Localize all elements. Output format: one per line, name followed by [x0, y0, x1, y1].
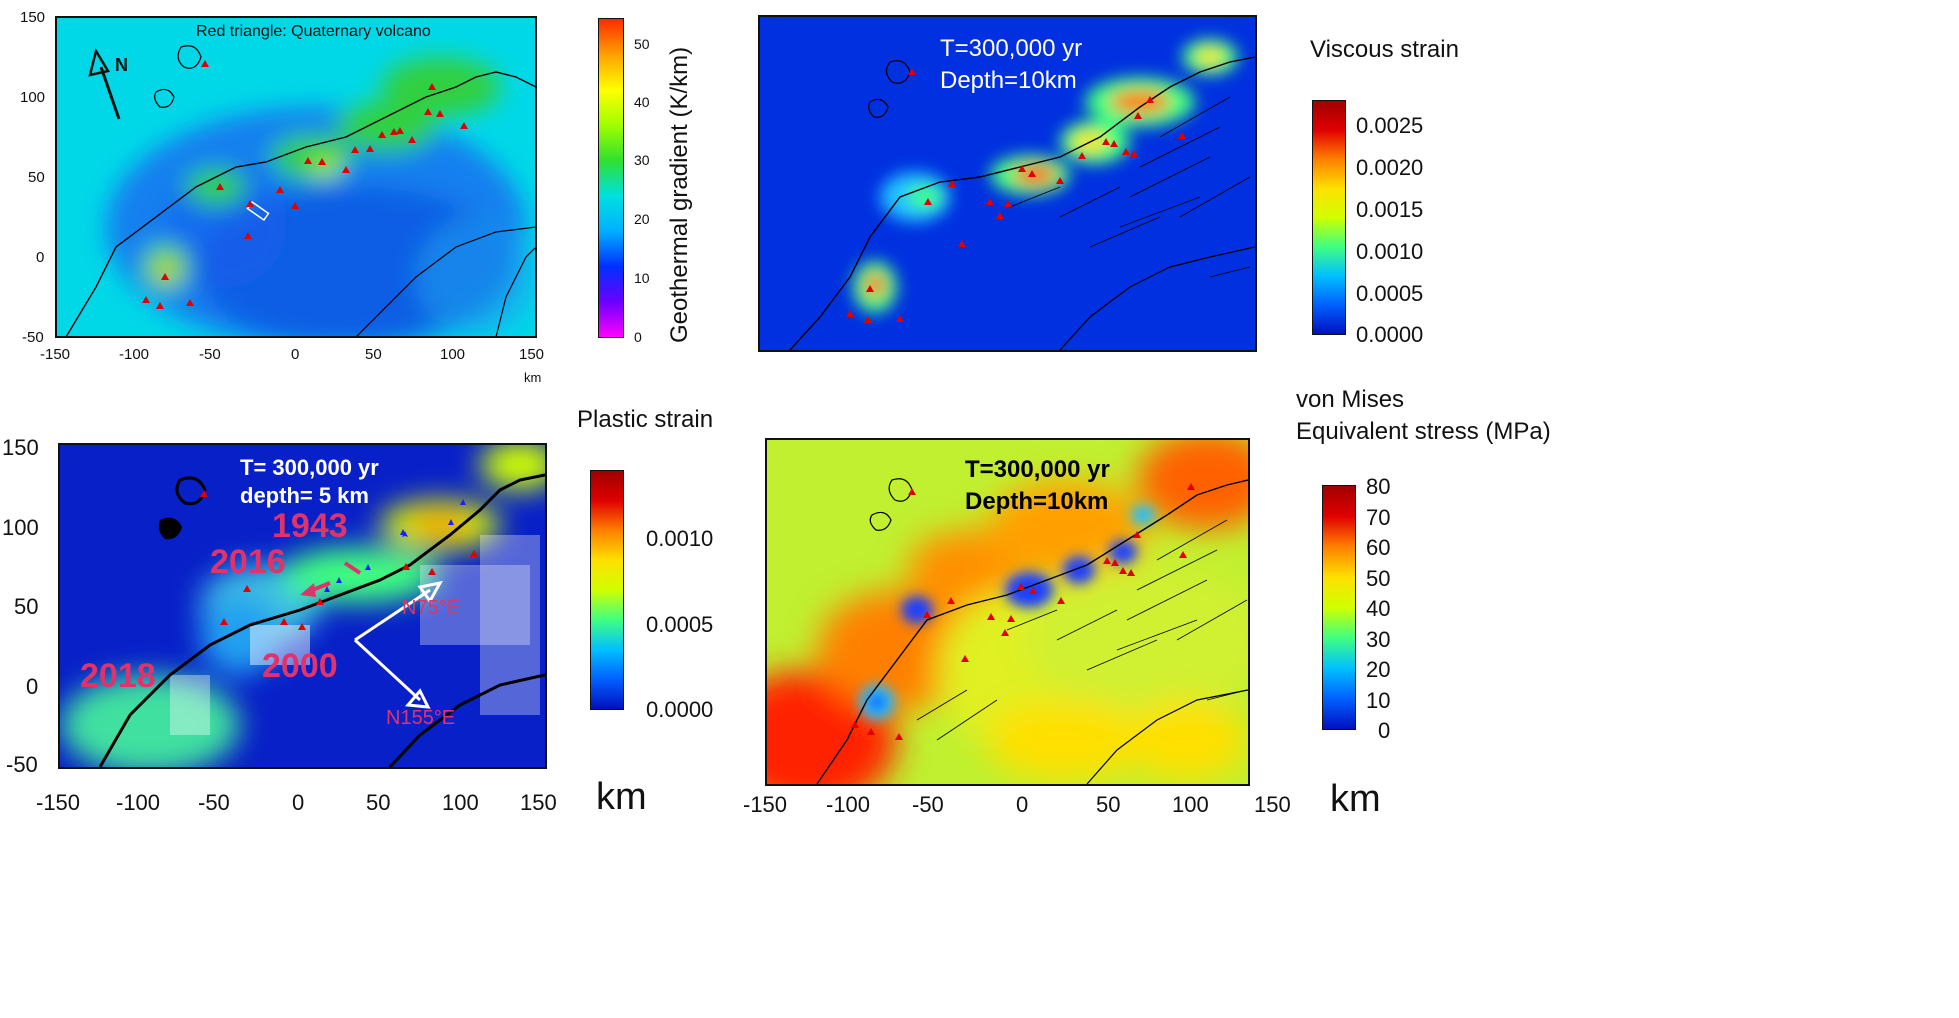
colorbar-tick: 10 — [1366, 688, 1391, 713]
x-tick: 0 — [292, 790, 305, 815]
stress-colorbar-title-line2: Equivalent stress (MPa) — [1296, 418, 1551, 445]
y-tick: 150 — [20, 9, 46, 26]
y-tick: 50 — [28, 169, 45, 186]
x-tick: -50 — [912, 792, 944, 817]
y-tick: 0 — [26, 674, 39, 699]
colorbar-tick: 70 — [1366, 505, 1391, 530]
colorbar-tick: 30 — [634, 152, 650, 168]
colorbar-tick: 40 — [634, 94, 650, 110]
y-tick: 100 — [2, 515, 39, 540]
colorbar-tick: 20 — [634, 211, 650, 227]
colorbar-tick: 20 — [1366, 657, 1391, 682]
colorbar-tick: 0 — [634, 329, 642, 345]
event-1943: 1943 — [272, 507, 348, 545]
stress-colorbar-title-line1: von Mises — [1296, 386, 1405, 413]
stress-time-label: T=300,000 yr — [965, 456, 1110, 483]
x-tick: 50 — [1096, 792, 1121, 817]
y-tick: 150 — [2, 435, 39, 460]
colorbar-tick: 50 — [634, 36, 650, 52]
colorbar-tick: 30 — [1366, 627, 1391, 652]
event-2016: 2016 — [210, 543, 286, 581]
stress-colorbar — [1322, 485, 1356, 730]
x-tick: 0 — [291, 346, 300, 363]
plastic-depth-label: depth= 5 km — [240, 483, 369, 508]
x-tick: -100 — [119, 346, 150, 363]
x-tick: -150 — [743, 792, 788, 817]
y-tick: -50 — [22, 329, 44, 346]
x-tick: -100 — [116, 790, 161, 815]
colorbar-tick: 0.0010 — [646, 526, 714, 551]
colorbar-tick: 60 — [1366, 535, 1391, 560]
von-mises-stress-map: T=300,000 yr Depth=10km — [767, 440, 1248, 784]
colorbar-tick: 0 — [1378, 718, 1391, 743]
x-unit: km — [524, 370, 542, 385]
north-label: N — [115, 55, 128, 75]
x-tick: -100 — [826, 792, 871, 817]
x-tick: -150 — [40, 346, 71, 363]
stress-depth-label: Depth=10km — [965, 488, 1109, 515]
event-2000: 2000 — [262, 647, 338, 685]
x-tick: 100 — [440, 346, 466, 363]
y-tick: 50 — [14, 594, 39, 619]
panel-c-x-unit: km — [596, 776, 647, 818]
von-mises-stress-map-frame — [765, 438, 1250, 786]
x-tick: 100 — [1172, 792, 1209, 817]
event-2018: 2018 — [80, 657, 156, 695]
colorbar-tick: 0.0025 — [1356, 113, 1424, 138]
x-tick: 100 — [442, 790, 479, 815]
colorbar-tick: 0.0005 — [1356, 281, 1424, 306]
x-tick: 50 — [365, 346, 382, 363]
x-tick: 150 — [1254, 792, 1291, 817]
plastic-colorbar — [590, 470, 624, 710]
y-tick: 0 — [36, 249, 45, 266]
x-tick: 0 — [1016, 792, 1029, 817]
plastic-strain-map-frame — [58, 443, 547, 769]
colorbar-tick: 0.0010 — [1356, 239, 1424, 264]
colorbar-tick: 0.0015 — [1356, 197, 1424, 222]
volcano-note: Red triangle: Quaternary volcano — [196, 23, 431, 40]
viscous-depth-label: Depth=10km — [940, 67, 1077, 94]
colorbar-tick: 0.0005 — [646, 612, 714, 637]
geothermal-map-frame — [55, 16, 537, 338]
colorbar-tick: 50 — [1366, 566, 1391, 591]
x-tick: -150 — [36, 790, 81, 815]
viscous-colorbar — [1312, 100, 1346, 335]
plastic-colorbar-title: Plastic strain — [577, 406, 714, 433]
x-tick: 50 — [366, 790, 391, 815]
x-tick: -50 — [199, 346, 221, 363]
viscous-strain-map: T=300,000 yr Depth=10km — [760, 17, 1255, 350]
geothermal-colorbar-title: Geothermal gradient (K/km) — [666, 46, 693, 343]
viscous-time-label: T=300,000 yr — [940, 35, 1083, 62]
colorbar-tick: 40 — [1366, 596, 1391, 621]
plastic-strain-map: T= 300,000 yr depth= 5 km 1943 2016 2000… — [60, 445, 545, 767]
y-tick: 100 — [20, 89, 46, 106]
x-tick: 150 — [520, 790, 557, 815]
colorbar-tick: 10 — [634, 270, 650, 286]
y-tick: -50 — [6, 752, 38, 777]
panel-d-x-unit: km — [1330, 778, 1381, 820]
x-tick: -50 — [198, 790, 230, 815]
plastic-time-label: T= 300,000 yr — [240, 455, 379, 480]
direction-n155e: N155°E — [386, 707, 456, 729]
colorbar-tick: 0.0000 — [646, 697, 714, 722]
colorbar-tick: 0.0020 — [1356, 155, 1424, 180]
direction-n75e: N75°E — [402, 597, 461, 619]
colorbar-tick: 0.0000 — [1356, 322, 1424, 347]
geothermal-colorbar — [598, 18, 624, 338]
colorbar-tick: 80 — [1366, 474, 1391, 499]
geothermal-map: Red triangle: Quaternary volcano N — [56, 17, 536, 337]
x-tick: 150 — [519, 346, 545, 363]
viscous-strain-map-frame — [758, 15, 1257, 352]
viscous-colorbar-title: Viscous strain — [1310, 36, 1459, 63]
